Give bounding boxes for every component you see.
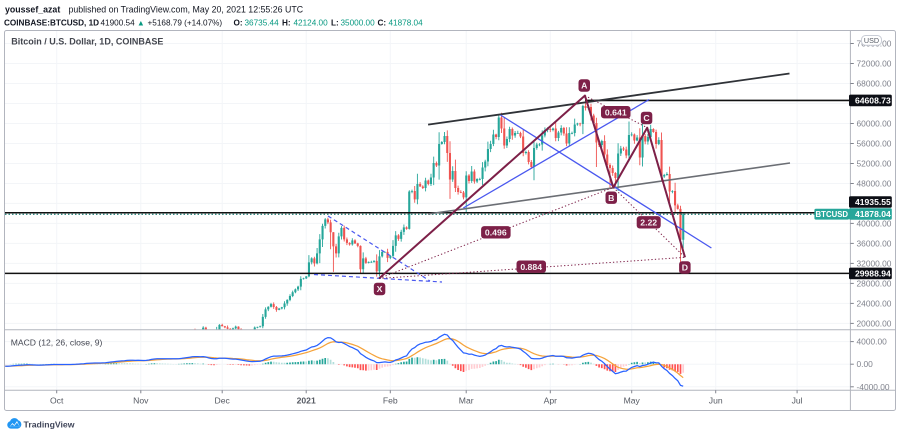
svg-text:41935.55: 41935.55: [855, 197, 891, 207]
svg-text:Feb: Feb: [383, 396, 398, 406]
svg-text:41878.04: 41878.04: [855, 209, 891, 219]
svg-text:Jun: Jun: [709, 396, 723, 406]
svg-text:May: May: [624, 396, 641, 406]
svg-text:0.641: 0.641: [605, 107, 627, 117]
svg-text:C: C: [643, 113, 650, 123]
svg-text:Oct: Oct: [50, 396, 64, 406]
svg-text:X: X: [377, 284, 383, 294]
svg-text:-4000.00: -4000.00: [857, 382, 890, 392]
svg-text:56000.00: 56000.00: [857, 139, 892, 149]
svg-text:USD: USD: [864, 36, 879, 45]
svg-text:72000.00: 72000.00: [857, 59, 892, 69]
svg-text:0.00: 0.00: [857, 359, 874, 369]
svg-text:29988.94: 29988.94: [855, 269, 891, 279]
svg-text:24000.00: 24000.00: [857, 298, 892, 308]
svg-text:64608.73: 64608.73: [855, 96, 891, 106]
svg-text:28000.00: 28000.00: [857, 278, 892, 288]
svg-text:Apr: Apr: [544, 396, 558, 406]
svg-text:36000.00: 36000.00: [857, 238, 892, 248]
svg-text:BTCUSD: BTCUSD: [816, 210, 849, 219]
svg-text:68000.00: 68000.00: [857, 79, 892, 89]
svg-text:A: A: [581, 81, 588, 91]
svg-text:32000.00: 32000.00: [857, 258, 892, 268]
svg-text:60000.00: 60000.00: [857, 119, 892, 129]
svg-text:20000.00: 20000.00: [857, 318, 892, 328]
svg-text:0.496: 0.496: [485, 228, 507, 238]
svg-text:Mar: Mar: [459, 396, 474, 406]
svg-text:4000.00: 4000.00: [857, 337, 888, 347]
svg-text:2021: 2021: [297, 396, 316, 406]
svg-text:MACD (12, 26, close, 9): MACD (12, 26, close, 9): [11, 338, 103, 348]
svg-text:Nov: Nov: [133, 396, 149, 406]
svg-text:TradingView: TradingView: [24, 419, 75, 429]
svg-text:D: D: [682, 263, 688, 273]
svg-text:Jul: Jul: [792, 396, 803, 406]
svg-text:Dec: Dec: [215, 396, 231, 406]
svg-text:B: B: [608, 193, 614, 203]
svg-text:40000.00: 40000.00: [857, 218, 892, 228]
svg-text:52000.00: 52000.00: [857, 159, 892, 169]
svg-text:2.22: 2.22: [640, 218, 657, 228]
svg-text:Bitcoin / U.S. Dollar, 1D, COI: Bitcoin / U.S. Dollar, 1D, COINBASE: [11, 37, 163, 47]
svg-text:48000.00: 48000.00: [857, 179, 892, 189]
svg-text:0.884: 0.884: [520, 262, 542, 272]
svg-text:COINBASE:BTCUSD, 1D41900.54▲+5: COINBASE:BTCUSD, 1D41900.54 ▲ +5168.79 (+1…: [4, 19, 423, 28]
